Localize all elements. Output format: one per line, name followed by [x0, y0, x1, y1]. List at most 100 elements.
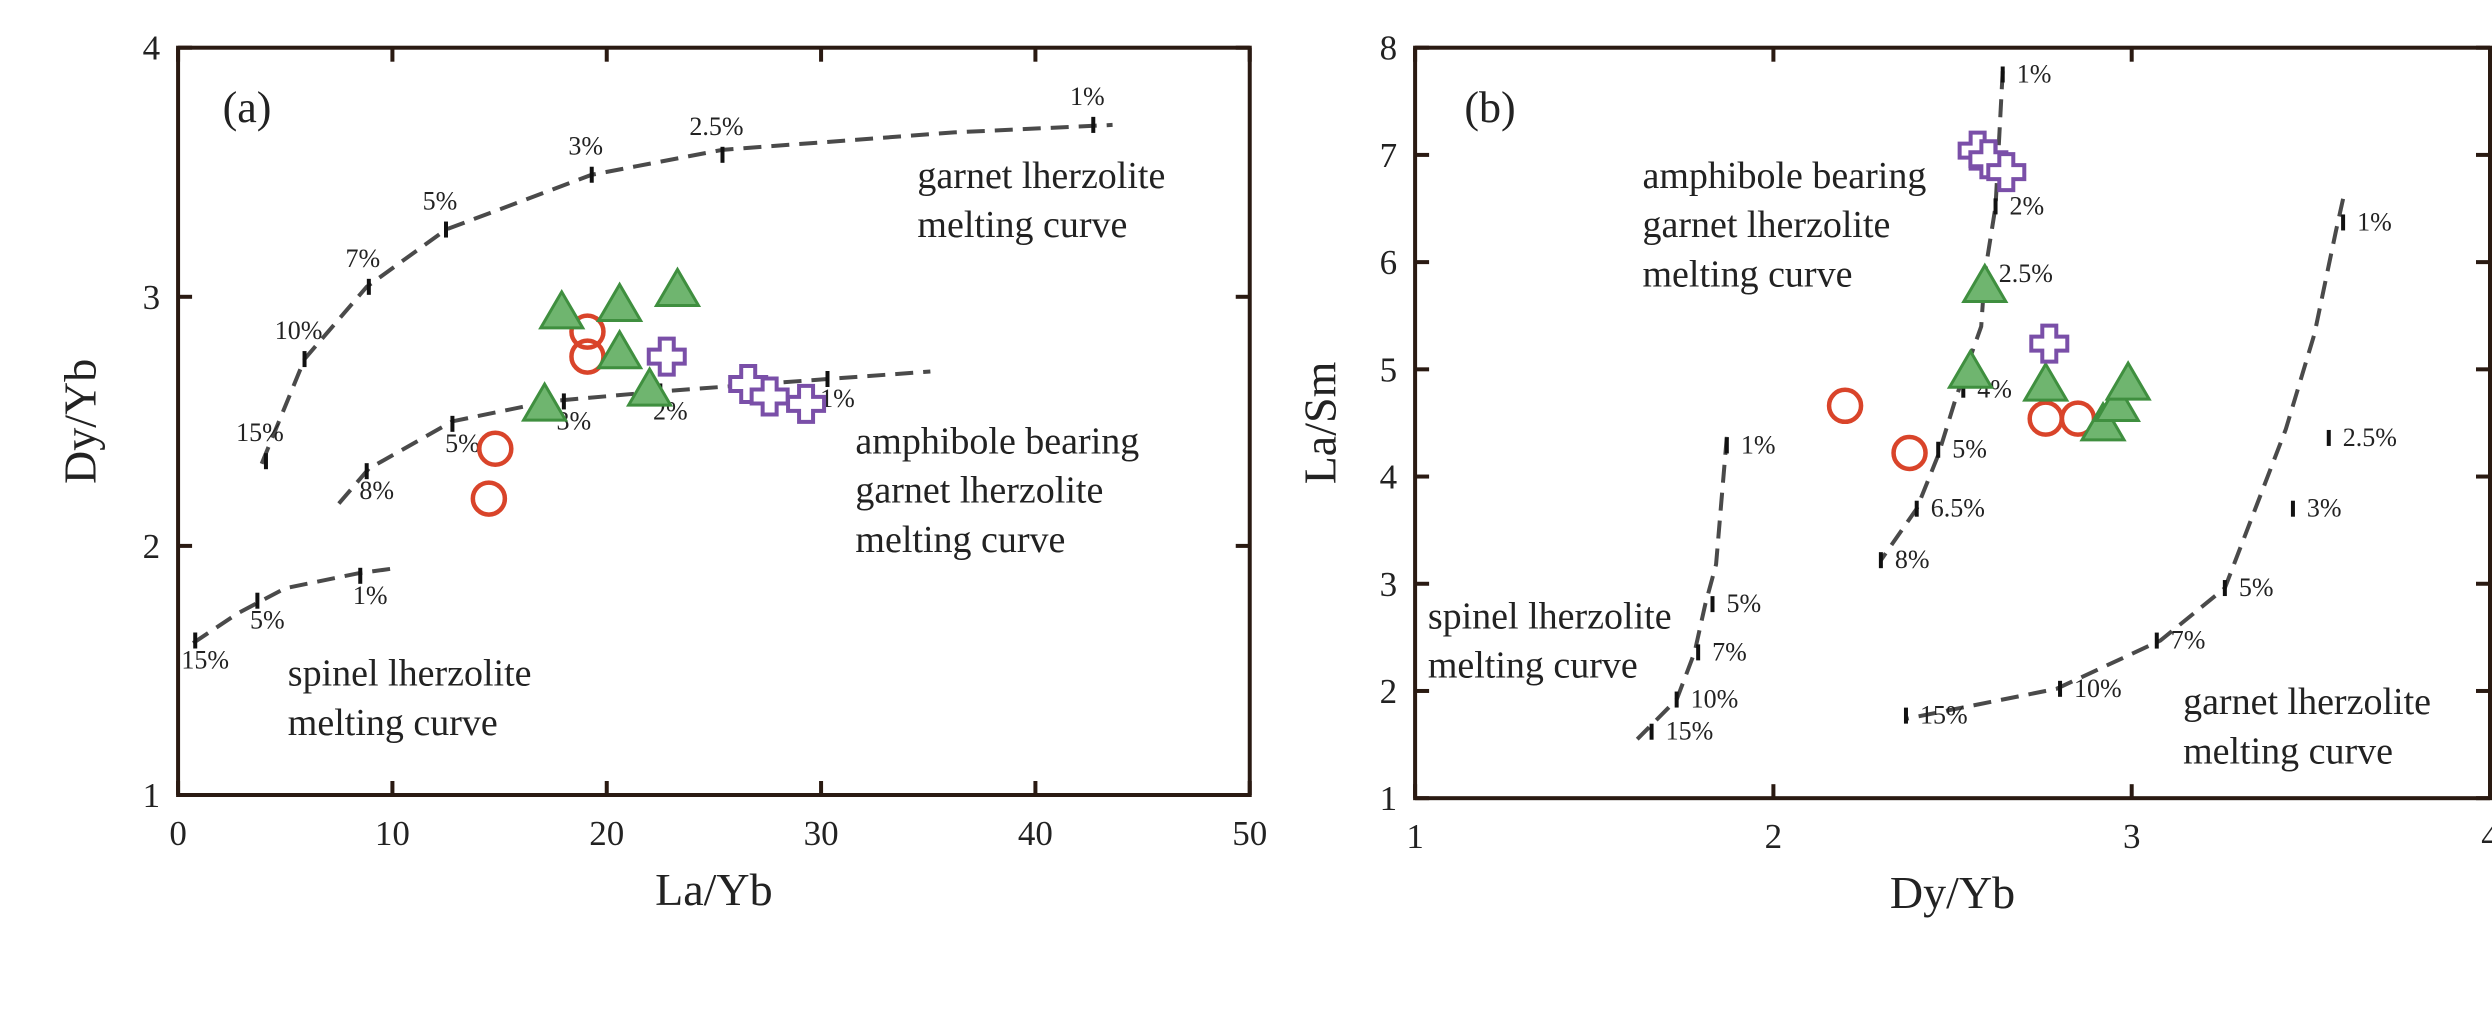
- data-point-triangle: [520, 381, 569, 422]
- curve-tick-label: 6.5%: [1931, 494, 1985, 523]
- y-axis-label: Dy/Yb: [54, 359, 105, 484]
- annotation: garnet lherzolite: [917, 155, 1165, 197]
- curve-tick-label: 15%: [1920, 701, 1968, 730]
- curve-tick-label: 5%: [445, 429, 480, 458]
- annotation: melting curve: [855, 519, 1065, 561]
- curve-tick-label: 15%: [236, 418, 284, 447]
- plot-frame: [176, 45, 1252, 797]
- data-point-triangle: [595, 281, 644, 322]
- x-tick-label: 4: [2481, 817, 2492, 856]
- data-point-circle: [470, 480, 508, 517]
- annotation: amphibole bearing: [855, 420, 1139, 462]
- data-point-triangle: [2104, 360, 2152, 401]
- data-point-triangle: [653, 266, 702, 307]
- x-tick-label: 2: [1765, 817, 1783, 856]
- data-point-triangle: [595, 328, 644, 370]
- curve-tick-label: 2.5%: [2343, 423, 2397, 452]
- x-tick-label: 0: [169, 814, 187, 853]
- curve-tick-label: 5%: [1726, 589, 1761, 618]
- curve-tick-label: 10%: [2074, 674, 2122, 703]
- curve-tick-label: 1%: [2357, 207, 2392, 236]
- panel-title: (b): [1464, 83, 1515, 132]
- curve-tick-label: 8%: [1895, 545, 1930, 574]
- y-tick-label: 8: [1380, 29, 1398, 68]
- curve-tick-label: 7%: [345, 244, 380, 273]
- curve-tick-label: 2.5%: [1999, 259, 2053, 288]
- curve-tick-label: 15%: [181, 646, 229, 675]
- annotation: garnet lherzolite: [2183, 681, 2431, 723]
- y-axis-label: La/Sm: [1295, 361, 1346, 484]
- y-tick-label: 4: [1380, 458, 1398, 497]
- data-point-triangle: [2093, 381, 2141, 423]
- x-axis-label: Dy/Yb: [1890, 867, 2015, 918]
- annotation: spinel lherzolite: [1428, 595, 1672, 637]
- y-tick-label: 5: [1380, 350, 1398, 389]
- data-point-circle: [477, 430, 514, 468]
- curve-tick-label: 8%: [359, 476, 394, 505]
- panel: 1 2 3 412345678Dy/YbLa/Sm(b)1%2%2.5%4%5%6.5…: [1295, 29, 2492, 918]
- x-tick-label: 10: [375, 814, 410, 853]
- panel: 0 10 20 30 40 50 1 2 3 4 La/Yb Dy/Yb (a) 15% 10% 7% 5% 3%…: [54, 29, 1267, 915]
- annotation: garnet lherzolite: [1642, 204, 1890, 246]
- x-tick-label: 40: [1018, 814, 1053, 853]
- curve-tick-label: 1%: [1070, 82, 1105, 111]
- curve-tick-label: 5%: [250, 606, 285, 635]
- data-point-cross: [1986, 152, 2027, 193]
- annotation: melting curve: [1428, 645, 1638, 687]
- annotation: melting curve: [288, 702, 498, 744]
- data-point-cross: [786, 383, 827, 424]
- y-tick-label: 3: [143, 278, 161, 317]
- data-point-triangle: [2022, 361, 2070, 402]
- data-point-cross: [749, 376, 790, 417]
- curve-tick-label: 5%: [423, 187, 458, 216]
- curve-tick-label: 15%: [1666, 717, 1714, 746]
- x-tick-label: 1: [1406, 817, 1424, 856]
- curve-tick-label: 3%: [568, 132, 603, 161]
- annotation: melting curve: [2183, 730, 2393, 772]
- y-tick-label: 2: [1380, 672, 1398, 711]
- curve-tick-label: 3%: [2307, 494, 2342, 523]
- annotation: garnet lherzolite: [855, 470, 1103, 512]
- curve-tick-label: 10%: [275, 316, 323, 345]
- data-point-circle: [1826, 387, 1864, 425]
- data-point-circle: [1891, 434, 1928, 472]
- y-tick-label: 1: [1380, 779, 1398, 818]
- x-tick-label: 50: [1232, 814, 1267, 853]
- data-point-triangle: [1946, 348, 1995, 389]
- annotation: melting curve: [1642, 253, 1852, 295]
- data-point-triangle: [538, 288, 586, 330]
- curve-tick-label: 1%: [353, 581, 388, 610]
- y-tick-label: 7: [1380, 136, 1398, 175]
- y-tick-label: 3: [1380, 565, 1398, 604]
- annotation: amphibole bearing: [1642, 155, 1926, 197]
- data-point-circle: [569, 313, 606, 350]
- x-tick-label: 30: [804, 814, 839, 853]
- data-point-cross: [646, 336, 687, 377]
- curve-tick-label: 1%: [1741, 430, 1776, 459]
- curve-tick-label: 2%: [2010, 191, 2045, 220]
- curve-tick-label: 2.5%: [689, 112, 743, 141]
- curve-tick-label: 5%: [1952, 435, 1987, 464]
- melting-curve: [259, 122, 1113, 465]
- curve-tick-label: 7%: [2171, 626, 2206, 655]
- x-axis-label: La/Yb: [655, 864, 773, 915]
- y-tick-label: 4: [143, 29, 161, 68]
- curve-tick-label: 7%: [1712, 637, 1747, 666]
- y-tick-label: 1: [143, 776, 161, 815]
- curve-tick-label: 10%: [1691, 685, 1739, 714]
- data-point-cross: [2029, 323, 2070, 364]
- x-tick-label: 20: [589, 814, 624, 853]
- curve-tick-label: 5%: [2239, 573, 2274, 602]
- y-tick-label: 2: [143, 527, 161, 566]
- curve-tick-label: 1%: [2017, 60, 2052, 89]
- annotation: melting curve: [917, 204, 1127, 246]
- melting-curve: [191, 566, 395, 645]
- x-tick-label: 3: [2123, 817, 2141, 856]
- data-point-triangle: [625, 366, 674, 407]
- y-tick-label: 6: [1380, 243, 1398, 282]
- panel-title: (a): [223, 83, 272, 132]
- data-point-circle: [2027, 400, 2064, 437]
- plot-frame: [1413, 45, 2492, 801]
- melting-curve: [1905, 198, 2346, 721]
